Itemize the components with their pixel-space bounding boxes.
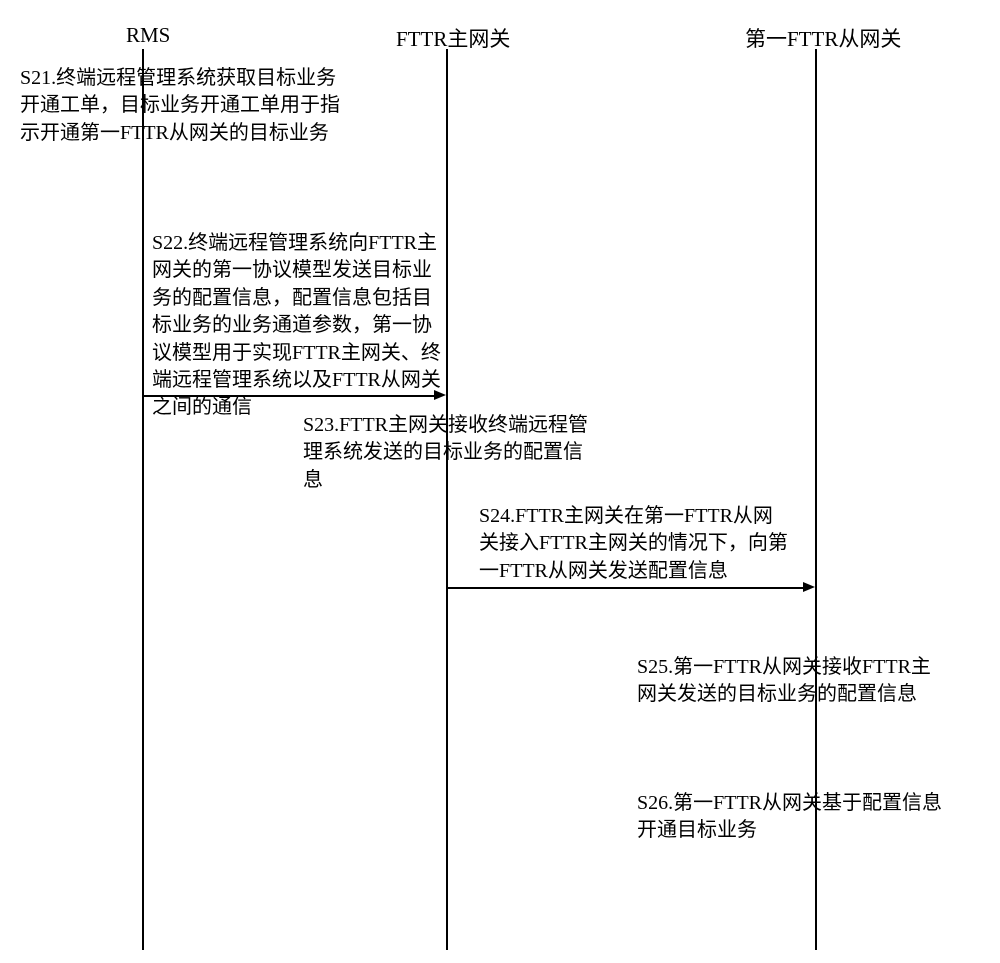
step-s23-text: S23.FTTR主网关接收终端远程管理系统发送的目标业务的配置信息 xyxy=(303,412,599,494)
step-s25-text: S25.第一FTTR从网关接收FTTR主网关发送的目标业务的配置信息 xyxy=(637,654,950,709)
participant-rms-label: RMS xyxy=(126,23,170,48)
step-s22-text: S22.终端远程管理系统向FTTR主网关的第一协议模型发送目标业务的配置信息，配… xyxy=(152,230,450,422)
participant-slave-label: 第一FTTR从网关 xyxy=(745,23,901,53)
lifeline-main xyxy=(446,49,448,950)
arrow-s24-head xyxy=(803,582,815,592)
step-s21-text: S21.终端远程管理系统获取目标业务开通工单，目标业务开通工单用于指示开通第一F… xyxy=(20,65,348,147)
arrow-s22-head xyxy=(434,390,446,400)
participant-main-label: FTTR主网关 xyxy=(396,23,510,53)
step-s26-text: S26.第一FTTR从网关基于配置信息开通目标业务 xyxy=(637,790,950,845)
step-s24-text: S24.FTTR主网关在第一FTTR从网关接入FTTR主网关的情况下，向第一FT… xyxy=(479,503,789,585)
arrow-s24 xyxy=(447,587,804,589)
lifeline-rms xyxy=(142,49,144,950)
arrow-s22 xyxy=(143,395,435,397)
